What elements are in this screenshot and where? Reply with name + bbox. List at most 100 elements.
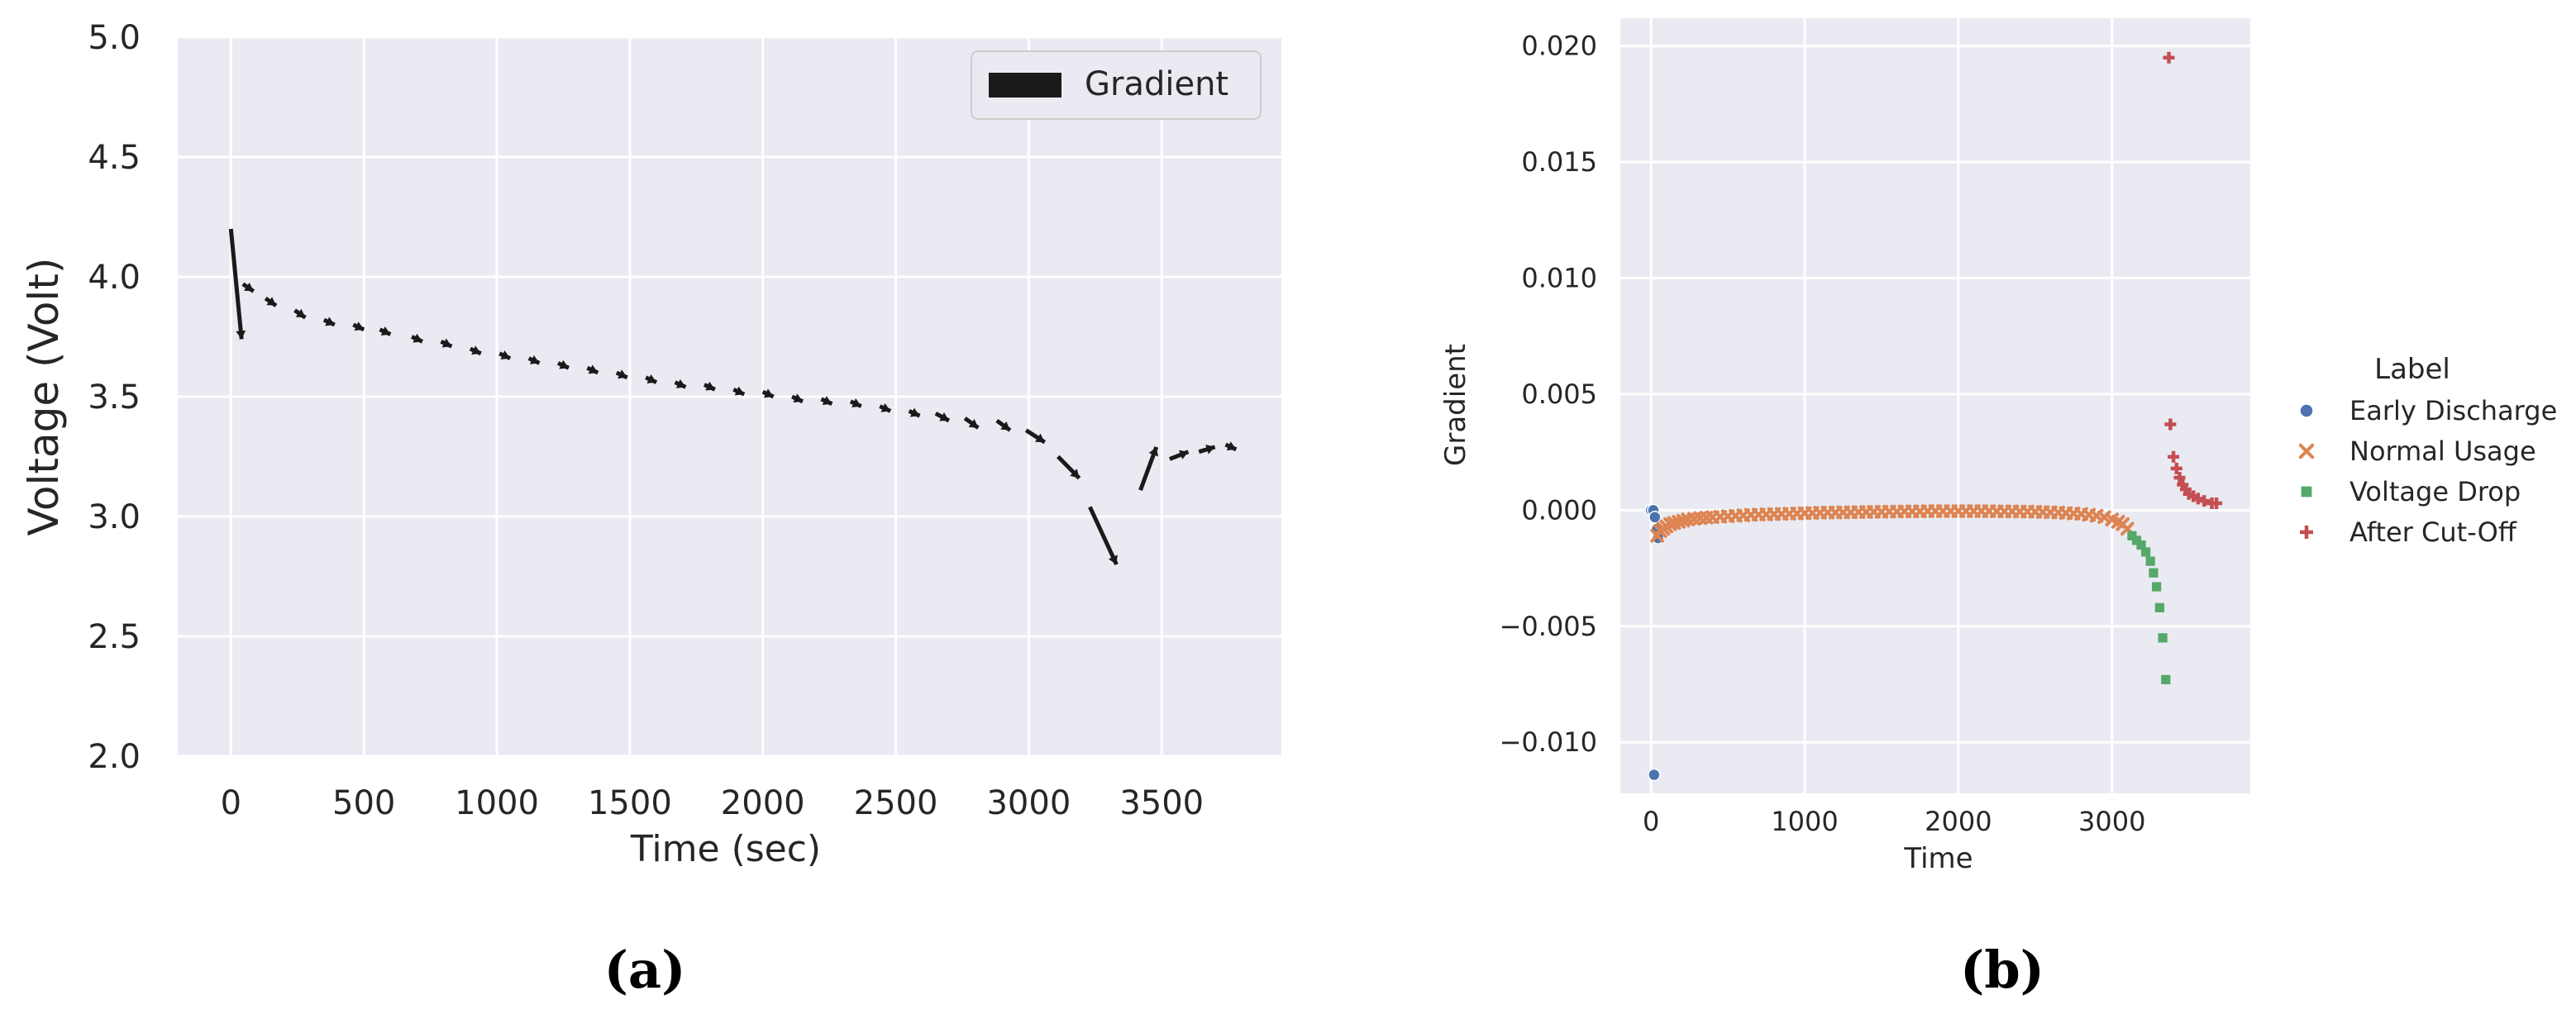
gradient-arrow-head [295,308,306,318]
gradient-arrow-head [1148,446,1158,457]
gradient-arrow-head [1226,441,1237,451]
y-tick-label-b: 0.020 [1521,31,1597,62]
legend-marker-voltage-drop [2301,486,2312,497]
gradient-arrow-head [441,338,452,348]
x-tick-label-a: 1500 [588,784,672,822]
gradient-arrow-head [244,282,254,292]
gradient-arrow-head [236,330,246,340]
after-cut-off-point [2164,418,2177,431]
x-tick-label-a: 2000 [721,784,805,822]
gradient-arrow-head [705,381,715,391]
gradient-arrow-head [325,317,335,326]
gradient-arrow-head [793,393,803,403]
x-tick-label-a: 2500 [854,784,938,822]
gradient-arrow-head [675,378,686,388]
y-axis-label-a: Voltage (Volt) [20,258,68,536]
y-axis-label-b: Gradient [1439,344,1472,466]
gradient-arrow-head [500,350,511,359]
panel-b-scatter-chart: 0 1000 2000 3000 −0.010 −0.005 0.000 0.005 0.01… [1439,18,2557,1000]
x-tick-label-a: 3500 [1119,784,1204,822]
voltage-drop-point [2127,531,2137,540]
quiver-marks [228,228,1238,566]
gradient-arrow-head [529,355,540,364]
after-cut-off-point [2170,462,2182,474]
gradient-arrow-head [380,326,391,336]
y-tick-label-a: 2.5 [88,618,141,656]
gradient-arrow-head [618,369,627,379]
y-tick-label-b: −0.010 [1500,726,1597,758]
y-tick-label-b: 0.010 [1521,263,1597,294]
voltage-drop-point [2158,633,2168,643]
y-tick-labels-a: 2.0 2.5 3.0 3.5 4.0 4.5 5.0 [88,19,141,776]
gradient-arrow-head [1205,445,1215,455]
legend-label-after-cut-off: After Cut-Off [2349,517,2517,548]
voltage-drop-point [2149,568,2159,578]
y-tick-label-a: 3.0 [88,498,141,536]
voltage-drop-point [2131,536,2142,545]
voltage-drop-point [2136,540,2146,550]
plot-area-b [1620,18,2250,793]
gradient-arrow [1088,506,1119,566]
y-tick-label-a: 4.0 [88,259,141,297]
grid-a [178,36,1281,758]
gradient-arrow-head [968,418,979,428]
caption-b: (b) [1960,940,2044,1000]
legend-swatch-gradient [989,73,1061,98]
legend-a: Gradient [971,50,1262,120]
y-tick-label-b: 0.005 [1521,378,1597,410]
x-tick-label-a: 0 [221,784,241,822]
gradient-arrow-head [939,412,949,421]
legend-label-voltage-drop: Voltage Drop [2349,476,2521,507]
y-tick-label-b: 0.000 [1521,494,1597,526]
x-tick-label-b: 3000 [2078,806,2145,837]
legend-label-normal-usage: Normal Usage [2349,436,2536,467]
gradient-arrow-head [588,364,599,374]
x-axis-label-a: Time (sec) [630,828,821,870]
x-tick-label-b: 2000 [1925,806,1992,837]
after-cut-off-point [2173,472,2186,484]
gradient-arrow-head [646,374,657,383]
x-tick-labels-a: 0 500 1000 1500 2000 2500 3000 3500 [221,784,1205,822]
gradient-arrow-head [822,396,832,406]
early-discharge-point [1648,768,1661,782]
y-tick-label-b: 0.015 [1521,146,1597,178]
gradient-arrow-head [1070,469,1080,478]
voltage-drop-point [2152,582,2162,592]
y-tick-label-a: 5.0 [88,19,141,57]
x-tick-label-a: 500 [332,784,395,822]
gradient-arrow-head [354,321,365,331]
gradient-arrow-head [763,388,774,398]
legend-marker-normal-usage [2298,443,2315,459]
after-cut-off-point [2168,450,2180,463]
x-tick-label-b: 0 [1643,806,1659,837]
y-tick-label-a: 2.0 [88,738,141,776]
gradient-arrow-head [852,398,861,407]
early-discharge-point [1648,511,1662,524]
legend-box-a [971,50,1262,120]
gradient-arrow-head [266,297,277,306]
panel-a-quiver-chart: 0 500 1000 1500 2000 2500 3000 3500 2.0 2.5 3.0 3.… [20,19,1281,1000]
gradient-arrow-head [880,402,891,412]
gradient-arrow-head [559,359,569,369]
gradient-arrow-head [413,333,422,343]
y-tick-label-a: 4.5 [88,139,141,177]
y-tick-labels-b: −0.010 −0.005 0.000 0.005 0.010 0.015 0.020 [1500,31,1597,759]
y-tick-label-b: −0.005 [1500,611,1597,642]
voltage-drop-point [2145,556,2155,566]
after-cut-off-point [2211,497,2223,509]
x-tick-labels-b: 0 1000 2000 3000 [1643,806,2145,837]
legend-label-early-discharge: Early Discharge [2349,395,2557,426]
gradient-arrow-head [1000,421,1010,431]
legend-marker-after-cut-off [2300,526,2313,539]
legend-title-b: Label [2374,353,2450,386]
voltage-drop-point [2141,547,2151,557]
after-cut-off-point [2163,51,2175,64]
scatter-marks [1644,51,2223,782]
gradient-arrow [228,228,244,340]
after-cut-off-point [2192,493,2204,505]
gradient-arrow-head [909,407,920,417]
x-axis-label-b: Time [1903,842,1973,875]
voltage-drop-point [2154,602,2164,612]
gradient-arrow-head [1035,433,1045,443]
